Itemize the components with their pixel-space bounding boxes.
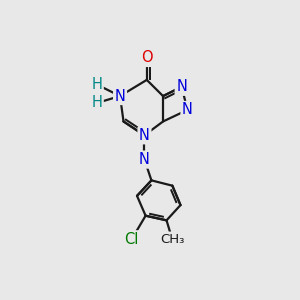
Text: N: N	[182, 102, 193, 117]
Text: CH₃: CH₃	[160, 233, 184, 246]
Text: N: N	[115, 88, 125, 104]
Text: H: H	[91, 95, 102, 110]
Text: H: H	[91, 77, 102, 92]
Text: N: N	[139, 152, 150, 167]
Text: N: N	[139, 128, 150, 143]
Text: N: N	[176, 79, 187, 94]
Text: Cl: Cl	[124, 232, 139, 247]
Text: O: O	[141, 50, 153, 65]
